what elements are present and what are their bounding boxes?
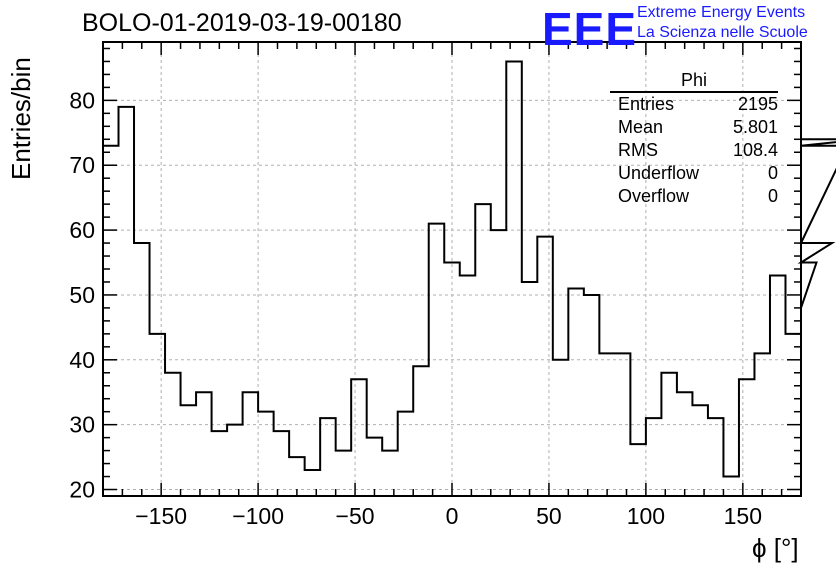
x-tick-label: 50 xyxy=(536,503,562,529)
y-tick-label: 70 xyxy=(69,152,95,178)
stats-label: Mean xyxy=(618,117,664,137)
x-tick-label: −100 xyxy=(232,503,284,529)
x-axis-label: ϕ [°] xyxy=(752,533,799,563)
histogram-line xyxy=(103,60,836,478)
stats-row-overflow: Overflow 0 xyxy=(610,185,778,208)
y-tick-label: 80 xyxy=(69,87,95,113)
x-tick-label: −50 xyxy=(336,503,375,529)
brand-subtitle: La Scienza nelle Scuole xyxy=(637,24,808,41)
x-tick-label: −150 xyxy=(135,503,187,529)
y-tick-label: 30 xyxy=(69,412,95,438)
y-tick-label: 40 xyxy=(69,347,95,373)
stats-value: 2195 xyxy=(737,94,778,114)
stats-box-title: Phi xyxy=(610,70,778,93)
stats-label: Overflow xyxy=(618,186,690,206)
stats-row-rms: RMS 108.4 xyxy=(610,139,778,162)
stats-value: 5.801 xyxy=(732,117,778,137)
y-tick-label: 60 xyxy=(69,217,95,243)
stats-box: Phi Entries 2195 Mean 5.801 RMS 108.4 Un… xyxy=(610,70,778,208)
stats-label: Underflow xyxy=(618,163,700,183)
y-tick-label: 50 xyxy=(69,282,95,308)
x-tick-label: 150 xyxy=(724,503,762,529)
stats-row-underflow: Underflow 0 xyxy=(610,162,778,185)
stats-row-mean: Mean 5.801 xyxy=(610,116,778,139)
stats-value: 0 xyxy=(767,163,778,183)
y-tick-label: 20 xyxy=(69,477,95,503)
stats-value: 108.4 xyxy=(732,140,778,160)
x-tick-label: 0 xyxy=(446,503,459,529)
x-tick-label: 100 xyxy=(627,503,665,529)
chart-title: BOLO-01-2019-03-19-00180 xyxy=(82,9,402,37)
stats-row-entries: Entries 2195 xyxy=(610,93,778,116)
y-axis-label: Entries/bin xyxy=(6,57,36,180)
eee-logo: EEE xyxy=(542,3,638,55)
brand-name: Extreme Energy Events xyxy=(637,4,806,21)
stats-label: RMS xyxy=(618,140,658,160)
stats-value: 0 xyxy=(767,186,778,206)
stats-label: Entries xyxy=(618,94,675,114)
